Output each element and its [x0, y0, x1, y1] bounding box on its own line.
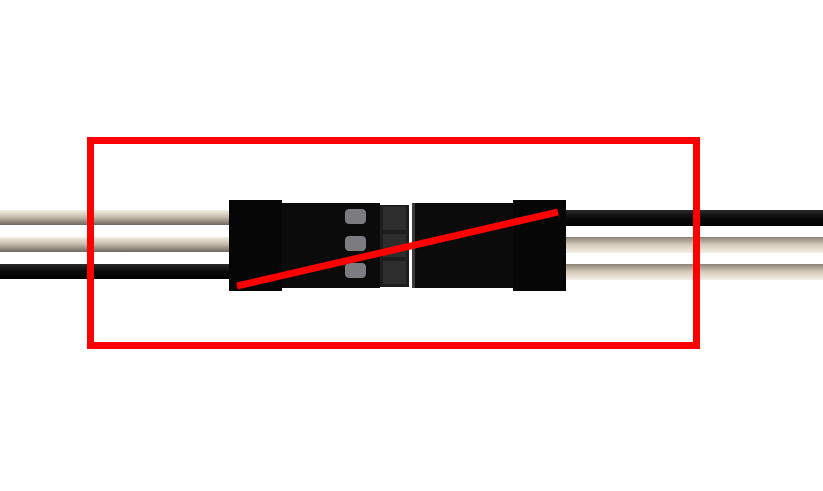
left-connector-pin-3 — [345, 263, 366, 278]
left-wire-2 — [0, 237, 232, 252]
strike-through-line — [236, 208, 559, 290]
left-wire-3 — [0, 264, 232, 279]
coupling-latch-1 — [383, 207, 406, 230]
highlight-box — [87, 137, 700, 349]
left-wire-bundle — [0, 210, 232, 279]
right-connector-body — [415, 203, 515, 288]
left-connector-pin-1 — [345, 209, 366, 224]
left-connector-pin-2 — [345, 236, 366, 251]
coupling-latch-3 — [383, 261, 406, 284]
left-connector — [229, 200, 380, 291]
left-wire-1 — [0, 210, 232, 225]
